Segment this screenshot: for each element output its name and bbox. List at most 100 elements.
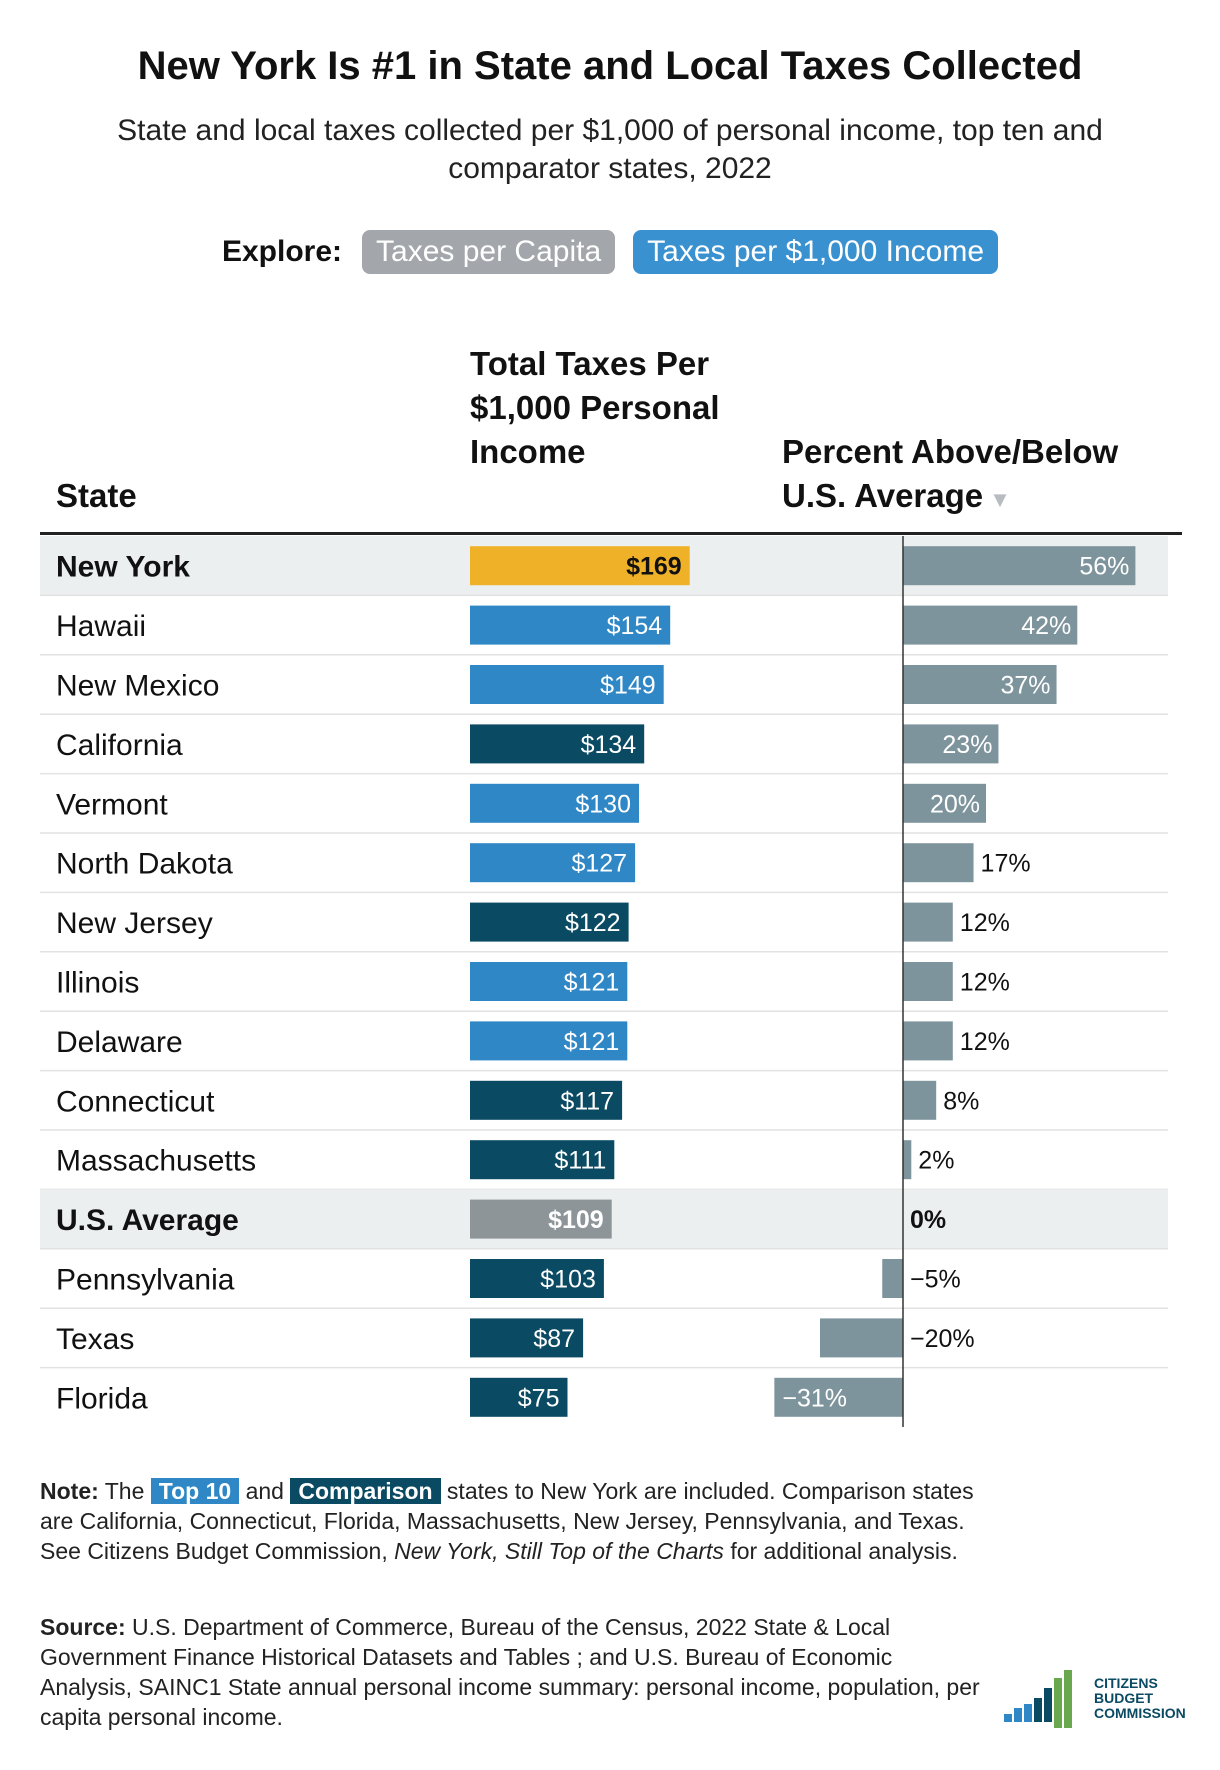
percent-bar[interactable]	[903, 783, 986, 823]
source-text: U.S. Department of Commerce, Bureau of t…	[40, 1614, 980, 1730]
logo-bars-icon	[1004, 1670, 1072, 1728]
total-bar[interactable]	[470, 1140, 615, 1180]
percent-value-label: −20%	[910, 1325, 975, 1353]
percent-value-label: 56%	[1079, 553, 1129, 581]
state-label: Illinois	[56, 967, 139, 1000]
total-bar[interactable]	[470, 1318, 584, 1358]
total-bar[interactable]	[470, 1080, 623, 1120]
state-label: Vermont	[56, 788, 168, 821]
total-bar[interactable]	[470, 605, 671, 645]
header-rule	[40, 532, 1182, 535]
chart-subtitle: State and local taxes collected per $1,0…	[117, 114, 1103, 185]
percent-value-label: 12%	[960, 969, 1010, 997]
logo-line-3: COMMISSION	[1094, 1705, 1186, 1721]
total-value-label: $169	[626, 553, 682, 581]
source-label: Source:	[40, 1614, 126, 1640]
logo-line-1: CITIZENS	[1094, 1675, 1158, 1691]
total-value-label: $127	[571, 850, 627, 878]
state-label: Connecticut	[56, 1085, 215, 1118]
total-value-label: $121	[564, 969, 620, 997]
percent-bar[interactable]	[903, 1080, 937, 1120]
percent-value-label: 12%	[960, 909, 1010, 937]
percent-value-label: 37%	[1001, 672, 1051, 700]
total-bar[interactable]	[470, 724, 645, 764]
note-text-2: for additional analysis.	[723, 1538, 958, 1564]
column-header-state: State	[56, 477, 137, 514]
total-bar[interactable]	[470, 843, 636, 883]
cbc-logo: CITIZENS BUDGET COMMISSION	[1004, 1668, 1194, 1728]
percent-bar[interactable]	[903, 605, 1078, 645]
sort-down-icon[interactable]: ▼	[989, 487, 1011, 512]
percent-bar[interactable]	[820, 1318, 903, 1358]
total-value-label: $111	[554, 1147, 606, 1175]
state-label: Hawaii	[56, 610, 146, 643]
state-label: New Mexico	[56, 670, 219, 703]
percent-bar[interactable]	[903, 843, 974, 883]
state-label: Florida	[56, 1382, 148, 1415]
chart-title: New York Is #1 in State and Local Taxes …	[137, 44, 1083, 88]
total-value-label: $87	[533, 1325, 575, 1353]
percent-value-label: −31%	[782, 1384, 847, 1412]
total-value-label: $121	[564, 1028, 620, 1056]
state-label: North Dakota	[56, 848, 233, 881]
total-value-label: $103	[540, 1266, 596, 1294]
state-label: California	[56, 729, 183, 762]
total-value-label: $149	[600, 672, 656, 700]
explore-label: Explore:	[221, 235, 343, 268]
percent-bar[interactable]	[903, 902, 953, 942]
percent-bar[interactable]	[903, 665, 1057, 704]
total-bar[interactable]	[470, 1259, 604, 1298]
total-value-label: $130	[575, 790, 631, 818]
percent-bar[interactable]	[903, 546, 1136, 586]
logo-text: CITIZENS BUDGET COMMISSION	[1094, 1676, 1186, 1721]
total-bar[interactable]	[470, 1021, 628, 1061]
note-label: Note:	[40, 1478, 99, 1504]
total-value-label: $122	[565, 909, 621, 937]
percent-bar[interactable]	[903, 1140, 912, 1180]
total-value-label: $75	[518, 1384, 560, 1412]
state-label: U.S. Average	[56, 1204, 239, 1237]
total-bar[interactable]	[470, 902, 629, 942]
note: Note: The Top 10 and Comparison states t…	[40, 1476, 1000, 1566]
taxes-per-income-button[interactable]: Taxes per $1,000 Income	[633, 230, 999, 274]
percent-value-label: 0%	[910, 1206, 946, 1234]
comparison-tag: Comparison	[290, 1478, 441, 1504]
percent-value-label: 12%	[960, 1028, 1010, 1056]
logo-line-2: BUDGET	[1094, 1690, 1154, 1706]
taxes-per-capita-button[interactable]: Taxes per Capita	[362, 230, 616, 274]
total-value-label: $134	[581, 731, 637, 759]
note-mid: and	[239, 1478, 291, 1504]
state-label: Pennsylvania	[56, 1264, 235, 1297]
column-header-total-taxes: Total Taxes Per $1,000 Personal Income	[470, 345, 720, 470]
note-text-1: states to New York are included. Compari…	[40, 1478, 974, 1564]
state-label: New Jersey	[56, 907, 213, 940]
percent-value-label: −5%	[910, 1266, 961, 1294]
note-report-title: New York, Still Top of the Charts	[394, 1538, 724, 1564]
percent-value-label: 42%	[1021, 612, 1071, 640]
top10-tag: Top 10	[150, 1478, 240, 1504]
percent-bar[interactable]	[903, 962, 953, 1001]
column-header-percent[interactable]: Percent Above/Below U.S. Average ▼	[782, 430, 1162, 522]
percent-bar[interactable]	[774, 1377, 903, 1417]
source: Source: U.S. Department of Commerce, Bur…	[40, 1612, 980, 1732]
percent-value-label: 2%	[918, 1147, 954, 1175]
percent-bar[interactable]	[882, 1259, 903, 1298]
percent-bar[interactable]	[903, 1021, 953, 1061]
percent-value-label: 8%	[943, 1087, 979, 1115]
total-bar[interactable]	[470, 665, 664, 704]
total-bar[interactable]	[470, 783, 639, 823]
total-bar[interactable]	[470, 1377, 568, 1417]
state-label: Delaware	[56, 1026, 183, 1059]
total-bar[interactable]	[470, 1199, 612, 1239]
state-label: Texas	[56, 1323, 134, 1356]
percent-bar[interactable]	[903, 724, 999, 764]
total-value-label: $154	[607, 612, 663, 640]
total-value-label: $117	[560, 1087, 614, 1115]
total-bar[interactable]	[470, 962, 628, 1001]
total-bar[interactable]	[470, 546, 690, 586]
note-pre: The	[98, 1478, 151, 1504]
percent-value-label: 17%	[981, 850, 1031, 878]
explore-toggle: Explore: Taxes per Capita Taxes per $1,0…	[0, 230, 1220, 274]
chart-table: New York $169 56% Hawaii $154 42% New Mexico $1…	[40, 536, 1168, 1427]
percent-value-label: 20%	[930, 790, 980, 818]
